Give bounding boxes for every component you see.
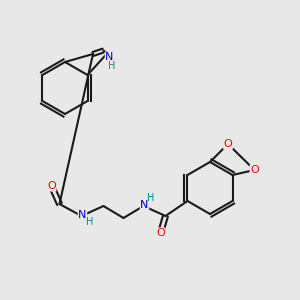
Text: N: N [105,52,114,62]
Text: O: O [250,165,259,175]
Text: O: O [224,139,232,149]
Text: N: N [78,210,87,220]
Text: O: O [156,228,165,238]
Text: H: H [147,193,154,203]
Text: H: H [108,61,115,71]
Text: N: N [140,200,149,210]
Text: H: H [86,217,93,227]
Text: O: O [47,181,56,191]
